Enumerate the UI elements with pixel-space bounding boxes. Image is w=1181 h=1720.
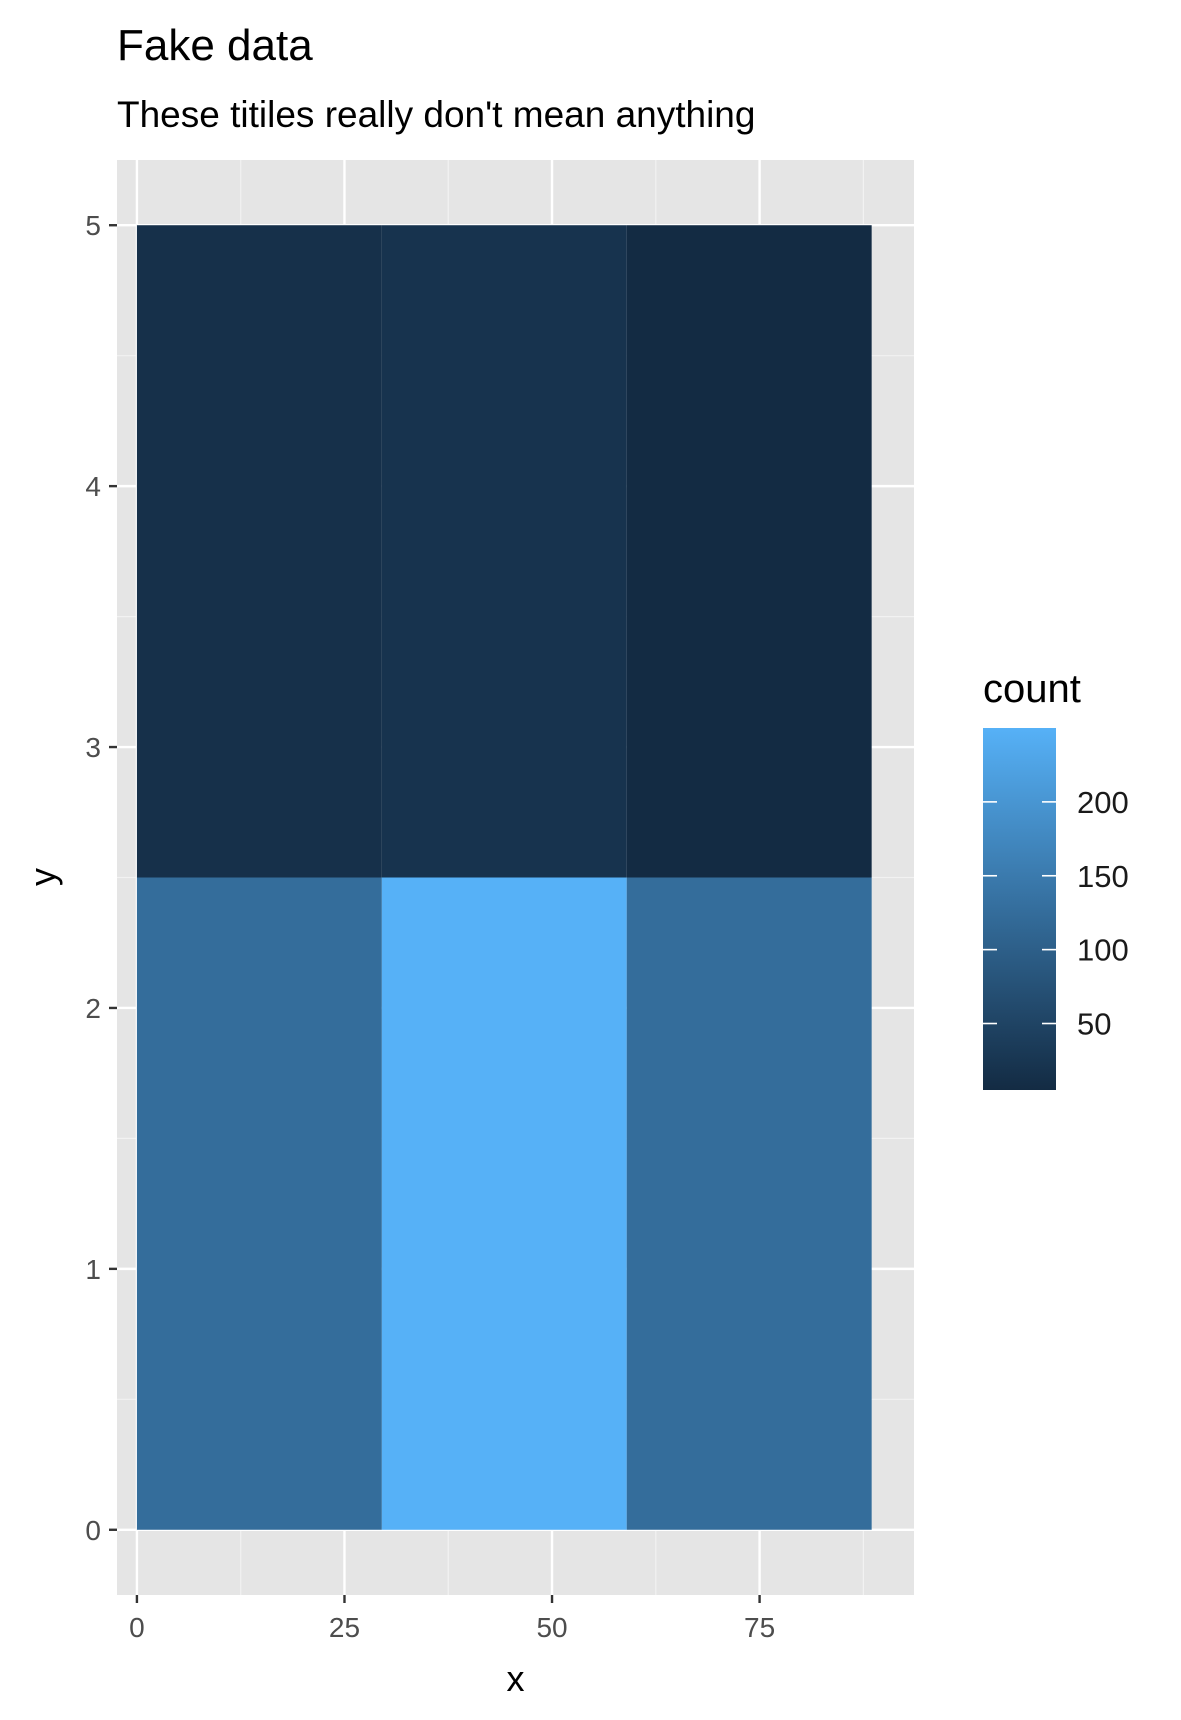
legend-colorbar: [983, 728, 1056, 1090]
legend-ticks: 50 100 150 200: [983, 785, 1129, 1042]
heatmap-cell: [136, 225, 382, 878]
y-tick-label: 4: [85, 471, 101, 502]
legend-tick-label: 50: [1077, 1007, 1111, 1042]
legend-tick-label: 100: [1077, 933, 1129, 968]
y-tick-label: 5: [85, 210, 101, 241]
heatmap-cell: [381, 225, 627, 878]
legend-tick-label: 150: [1077, 859, 1129, 894]
x-axis: 0 25 50 75: [129, 1595, 775, 1643]
heatmap-cell: [136, 877, 382, 1530]
y-tick-label: 0: [85, 1515, 101, 1546]
x-tick-label: 75: [744, 1612, 775, 1643]
heatmap-cell: [626, 225, 872, 878]
y-axis: 0 1 2 3 4 5: [85, 210, 117, 1546]
heatmap-cell: [626, 877, 872, 1530]
heatmap-cell: [381, 877, 627, 1530]
x-axis-label: x: [507, 1658, 525, 1699]
y-tick-label: 1: [85, 1254, 101, 1285]
y-tick-label: 3: [85, 732, 101, 763]
heatmap-cells: [136, 225, 872, 1530]
chart-subtitle: These titiles really don't mean anything: [117, 94, 755, 135]
y-axis-label: y: [22, 868, 63, 886]
legend-tick-label: 200: [1077, 785, 1129, 820]
x-tick-label: 25: [329, 1612, 360, 1643]
x-tick-label: 0: [129, 1612, 145, 1643]
y-tick-label: 2: [85, 993, 101, 1024]
color-legend: count 50 100 150 200: [983, 667, 1129, 1090]
legend-title: count: [983, 667, 1081, 711]
x-tick-label: 50: [536, 1612, 567, 1643]
chart-title: Fake data: [117, 21, 313, 70]
